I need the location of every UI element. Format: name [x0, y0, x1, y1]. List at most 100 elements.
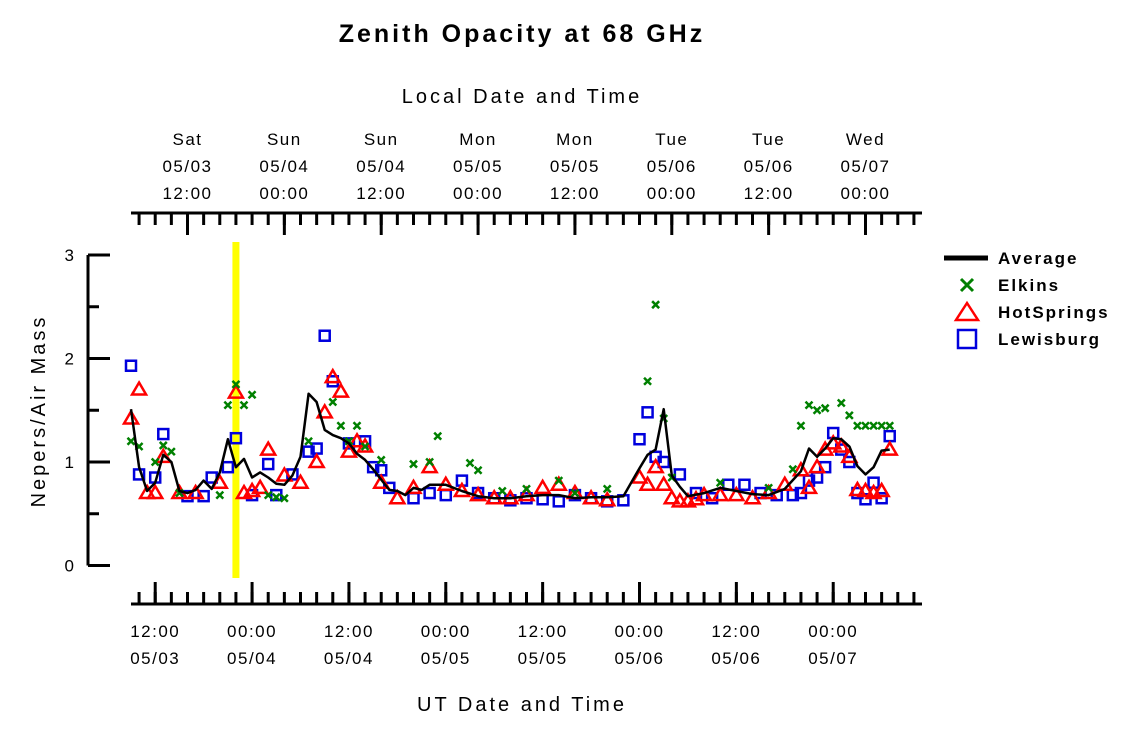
elkins-point: [844, 411, 854, 420]
bottom-tick-time: 00:00: [614, 622, 664, 641]
top-tick-date: 05/04: [259, 157, 309, 176]
elkins-point: [788, 464, 798, 474]
hotsprings-point: [307, 452, 326, 469]
hotsprings-point: [250, 478, 270, 495]
top-tick-day: Sat: [172, 130, 202, 149]
hotsprings-point: [347, 431, 367, 448]
hotsprings-point: [291, 473, 310, 489]
bottom-tick-time: 12:00: [711, 622, 761, 641]
lewisburg-point: [366, 460, 380, 474]
elkins-point: [304, 436, 313, 446]
hotsprings-point: [315, 402, 334, 419]
elkins-point: [425, 457, 435, 467]
chart-title: Zenith Opacity at 68 GHz: [339, 20, 706, 48]
lewisburg-point: [883, 429, 896, 443]
lewisburg-point: [738, 478, 751, 492]
hotsprings-point: [646, 457, 665, 474]
hotsprings-point: [743, 488, 762, 505]
lewisburg-point: [157, 427, 170, 441]
hotsprings-point: [323, 367, 342, 384]
elkins-point: [433, 431, 443, 441]
lewisburg-point: [261, 457, 275, 471]
lewisburg-point: [705, 491, 719, 505]
lewisburg-point: [407, 491, 420, 505]
elkins-point: [328, 397, 338, 407]
elkins-point: [279, 493, 289, 503]
top-tick-day: Sun: [364, 130, 399, 149]
elkins-point: [715, 478, 725, 488]
hotsprings-point: [404, 478, 423, 495]
hotsprings-point: [791, 460, 811, 477]
elkins-point: [465, 458, 475, 468]
elkins-point: [158, 441, 168, 450]
elkins-point: [861, 421, 870, 431]
elkins-point: [570, 488, 580, 498]
hotsprings-point: [154, 447, 173, 464]
bottom-tick-date: 05/06: [614, 649, 664, 668]
bottom-tick-time: 12:00: [324, 622, 374, 641]
bottom-tick-date: 05/06: [711, 649, 761, 668]
elkins-point: [820, 403, 830, 413]
bottom-tick-date: 05/04: [324, 649, 374, 668]
top-tick-time: 12:00: [356, 184, 406, 203]
bottom-tick-time: 12:00: [130, 622, 180, 641]
highlight-band: [232, 242, 240, 578]
top-tick-date: 05/05: [453, 157, 503, 176]
hotsprings-point: [259, 440, 278, 456]
top-axis-title: Local Date and Time: [402, 86, 642, 108]
bottom-tick-time: 00:00: [227, 622, 277, 641]
hotsprings-point: [654, 475, 673, 492]
lewisburg-point: [197, 489, 210, 503]
top-tick-day: Wed: [846, 130, 885, 149]
elkins-point: [223, 400, 233, 410]
lewisburg-point: [302, 445, 315, 458]
hotsprings-point: [727, 485, 746, 502]
hotsprings-point: [598, 490, 617, 507]
legend-label-hotsprings: HotSprings: [998, 303, 1110, 322]
legend-label-lewisburg: Lewisburg: [998, 330, 1101, 349]
elkins-point: [522, 484, 531, 494]
elkins-point: [853, 421, 862, 431]
elkins-point: [352, 421, 362, 431]
top-tick-time: 00:00: [259, 184, 309, 203]
top-tick-date: 05/03: [162, 157, 212, 176]
legend-swatch-hotsprings: [953, 300, 981, 322]
lewisburg-point: [221, 460, 235, 474]
lewisburg-point: [229, 431, 243, 445]
bottom-tick-time: 00:00: [808, 622, 858, 641]
bottom-axis-title: UT Date and Time: [417, 694, 627, 716]
lewisburg-point: [552, 495, 566, 508]
elkins-point: [376, 455, 386, 465]
elkins-point: [247, 390, 257, 400]
elkins-point: [554, 476, 564, 486]
hotsprings-point: [638, 475, 657, 492]
legend-label-elkins: Elkins: [998, 276, 1060, 295]
hotsprings-point: [807, 457, 827, 474]
elkins-point: [215, 490, 225, 500]
bottom-tick-date: 05/03: [130, 649, 180, 668]
elkins-point: [231, 379, 241, 389]
hotsprings-point: [662, 488, 681, 505]
elkins-point: [804, 400, 814, 410]
elkins-point: [836, 398, 846, 408]
hotsprings-point: [275, 465, 294, 482]
elkins-point: [796, 421, 806, 431]
lewisburg-point: [673, 468, 687, 481]
elkins-point: [409, 459, 418, 469]
lewisburg-point: [439, 488, 453, 502]
bottom-tick-date: 05/07: [808, 649, 858, 668]
hotsprings-point: [832, 436, 851, 453]
lewisburg-point: [423, 486, 436, 500]
top-tick-time: 00:00: [840, 184, 890, 203]
top-tick-day: Mon: [459, 130, 497, 149]
lewisburg-point: [318, 329, 331, 342]
elkins-point: [263, 490, 273, 500]
y-tick-label: 0: [65, 557, 76, 576]
y-tick-label: 1: [65, 453, 76, 472]
hotsprings-point: [420, 457, 439, 474]
elkins-point: [869, 421, 878, 431]
top-tick-time: 12:00: [744, 184, 794, 203]
bottom-tick-date: 05/04: [227, 649, 277, 668]
hotsprings-point: [517, 485, 536, 502]
